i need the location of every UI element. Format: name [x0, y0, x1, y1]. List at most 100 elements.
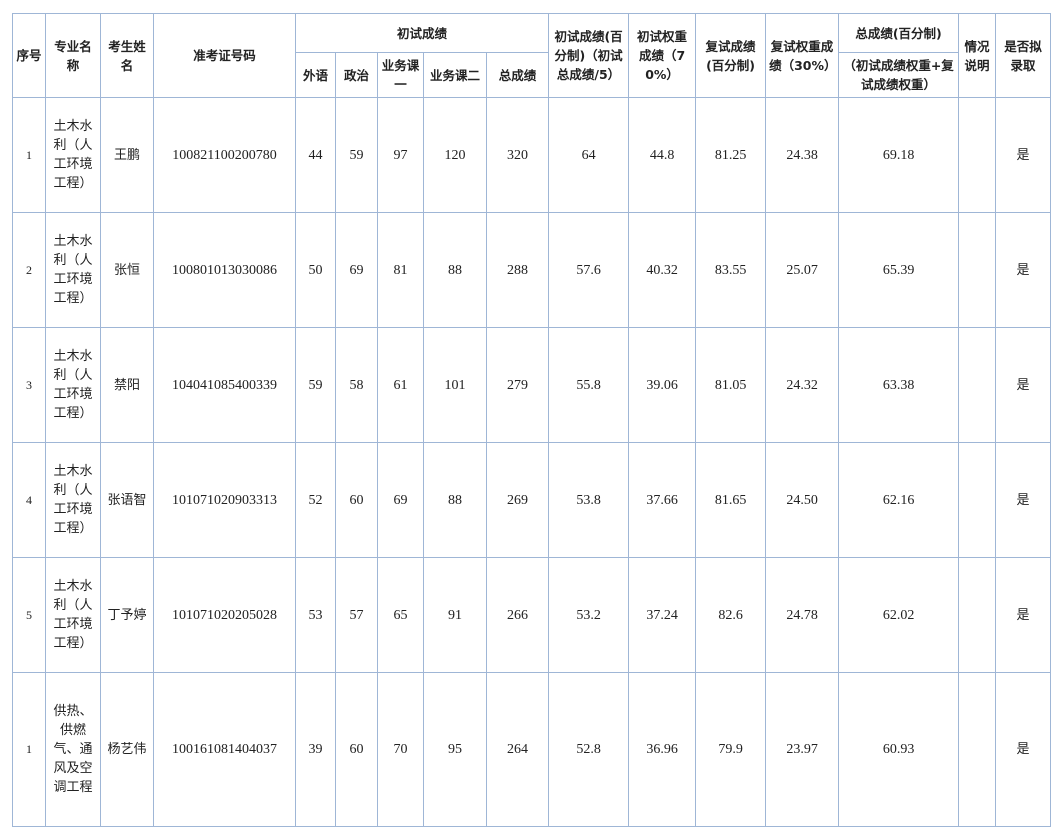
cell: 52.8 [548, 672, 630, 827]
cell: 张恒 [100, 212, 154, 328]
header-cell: （初试成绩权重+复试成绩权重） [838, 52, 960, 98]
header-cell: 外语 [295, 52, 336, 98]
cell: 81.05 [695, 327, 767, 443]
cell: 王鹏 [100, 97, 154, 213]
cell: 36.96 [628, 672, 697, 827]
cell: 44.8 [628, 97, 697, 213]
remark-cell [958, 327, 997, 443]
header-cell: 情况说明 [958, 13, 997, 98]
cell: 23.97 [765, 672, 840, 827]
cell: 1 [12, 672, 46, 827]
cell: 100161081404037 [153, 672, 296, 827]
cell: 24.32 [765, 327, 840, 443]
cell: 81.25 [695, 97, 767, 213]
cell: 100801013030086 [153, 212, 296, 328]
cell: 69 [377, 442, 424, 558]
cell: 101071020205028 [153, 557, 296, 673]
cell: 60.93 [838, 672, 960, 827]
cell: 101 [423, 327, 487, 443]
cell: 320 [485, 97, 550, 213]
cell: 土木水利（人工环境工程） [45, 97, 101, 213]
cell: 101071020903313 [153, 442, 296, 558]
cell: 70 [377, 672, 424, 827]
header-cell: 是否拟录取 [995, 13, 1052, 98]
table-row: 1 供热、供燃气、通风及空调工程 杨艺伟 100161081404037 39 60 70 9… [12, 672, 1052, 827]
cell: 24.50 [765, 442, 840, 558]
cell: 264 [485, 672, 550, 827]
cell: 25.07 [765, 212, 840, 328]
cell: 65.39 [838, 212, 960, 328]
cell: 61 [377, 327, 424, 443]
cell: 37.24 [628, 557, 697, 673]
cell: 63.38 [838, 327, 960, 443]
cell: 禁阳 [100, 327, 154, 443]
cell: 是 [995, 672, 1052, 827]
cell: 79.9 [695, 672, 767, 827]
header-cell: 考生姓名 [100, 13, 154, 98]
cell: 张语智 [100, 442, 154, 558]
cell: 69.18 [838, 97, 960, 213]
remark-cell [958, 557, 997, 673]
header-cell: 初试权重成绩（70%） [628, 13, 697, 98]
header-cell: 序号 [12, 13, 46, 98]
cell: 53.2 [548, 557, 630, 673]
cell: 2 [12, 212, 46, 328]
cell: 59 [295, 327, 336, 443]
score-table: 序号 专业名称 考生姓名 准考证号码 初试成绩 初试成绩(百分制)（初试总成绩/… [12, 13, 1052, 827]
cell: 52 [295, 442, 336, 558]
cell: 53.8 [548, 442, 630, 558]
cell: 39.06 [628, 327, 697, 443]
cell: 供热、供燃气、通风及空调工程 [45, 672, 101, 827]
cell: 50 [295, 212, 336, 328]
cell: 60 [335, 442, 378, 558]
table-body: 1 土木水利（人工环境工程） 王鹏 100821100200780 44 59 97 120 3… [12, 97, 1052, 827]
cell: 288 [485, 212, 550, 328]
cell: 是 [995, 327, 1052, 443]
cell: 69 [335, 212, 378, 328]
cell: 44 [295, 97, 336, 213]
cell: 97 [377, 97, 424, 213]
cell: 是 [995, 557, 1052, 673]
header-cell: 业务课一 [377, 52, 424, 98]
remark-cell [958, 442, 997, 558]
header-cell: 准考证号码 [153, 13, 296, 98]
header-cell: 总成绩 [485, 52, 550, 98]
cell: 是 [995, 97, 1052, 213]
cell: 是 [995, 212, 1052, 328]
cell: 91 [423, 557, 487, 673]
cell: 81 [377, 212, 424, 328]
table-row: 2 土木水利（人工环境工程） 张恒 100801013030086 50 69 81 88 28… [12, 212, 1052, 328]
cell: 土木水利（人工环境工程） [45, 442, 101, 558]
cell: 1 [12, 97, 46, 213]
cell: 丁予婷 [100, 557, 154, 673]
cell: 269 [485, 442, 550, 558]
header-cell: 初试成绩(百分制)（初试总成绩/5） [548, 13, 630, 98]
cell: 53 [295, 557, 336, 673]
table-row: 4 土木水利（人工环境工程） 张语智 101071020903313 52 60 69 88 2… [12, 442, 1052, 558]
cell: 土木水利（人工环境工程） [45, 212, 101, 328]
cell: 是 [995, 442, 1052, 558]
header-cell: 专业名称 [45, 13, 101, 98]
cell: 55.8 [548, 327, 630, 443]
cell: 88 [423, 212, 487, 328]
cell: 88 [423, 442, 487, 558]
cell: 81.65 [695, 442, 767, 558]
cell: 65 [377, 557, 424, 673]
header-cell: 业务课二 [423, 52, 487, 98]
cell: 57 [335, 557, 378, 673]
cell: 82.6 [695, 557, 767, 673]
cell: 40.32 [628, 212, 697, 328]
cell: 土木水利（人工环境工程） [45, 557, 101, 673]
remark-cell [958, 212, 997, 328]
cell: 62.02 [838, 557, 960, 673]
remark-cell [958, 672, 997, 827]
remark-cell [958, 97, 997, 213]
cell: 64 [548, 97, 630, 213]
cell: 土木水利（人工环境工程） [45, 327, 101, 443]
cell: 39 [295, 672, 336, 827]
cell: 60 [335, 672, 378, 827]
header-cell: 政治 [335, 52, 378, 98]
cell: 120 [423, 97, 487, 213]
cell: 37.66 [628, 442, 697, 558]
